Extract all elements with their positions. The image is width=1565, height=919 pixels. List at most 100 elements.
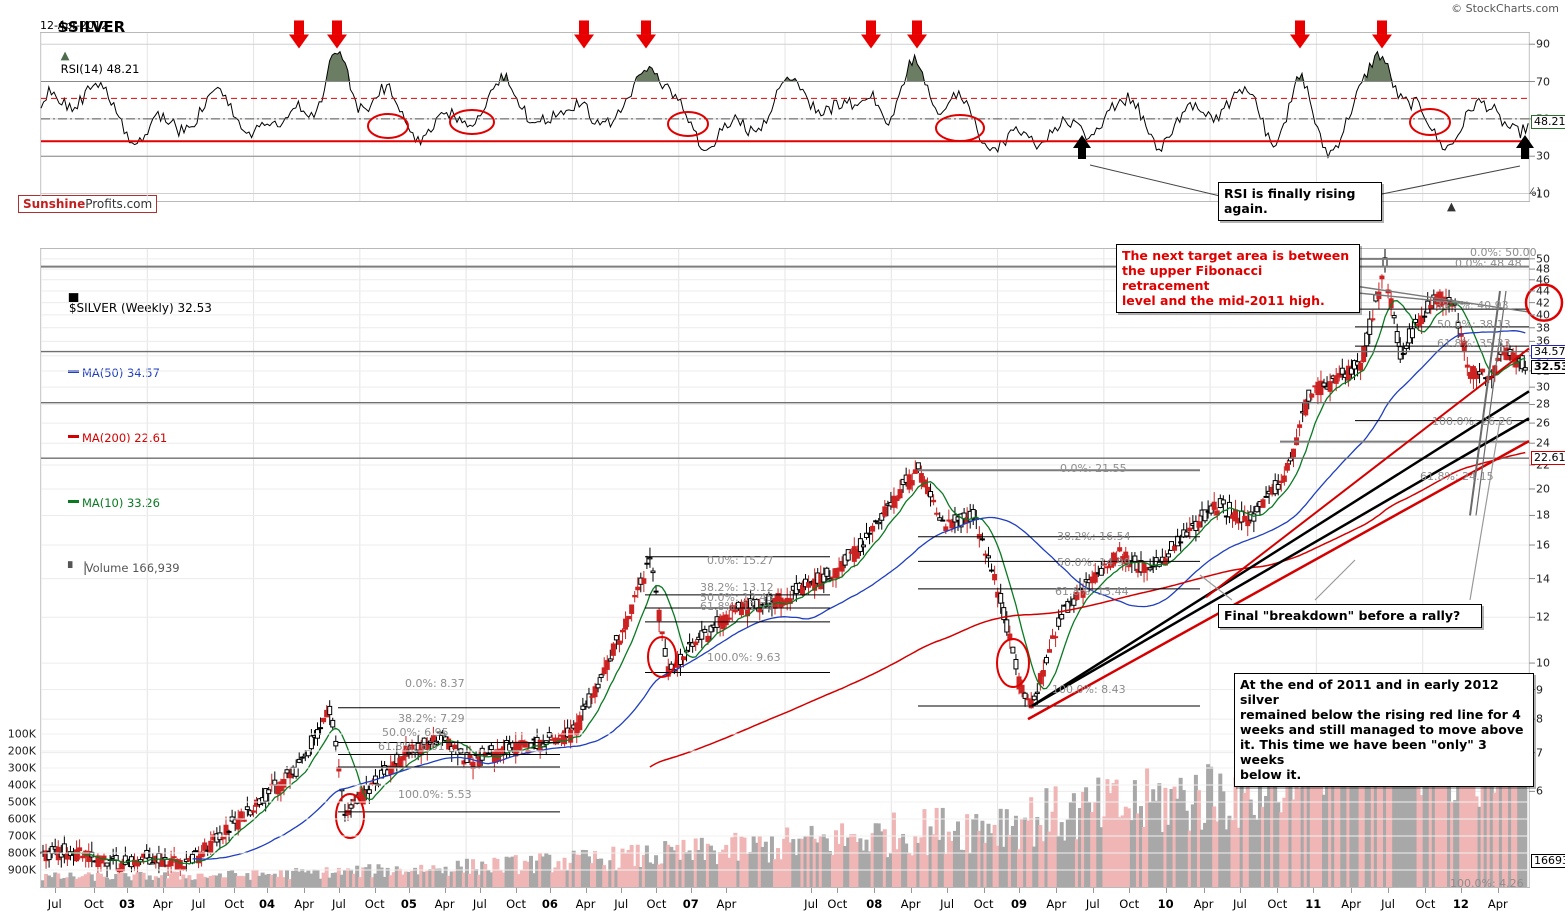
- fib-level-label: 61.8%: 24.15: [1420, 470, 1494, 483]
- x-axis-year-label: 07: [682, 897, 699, 911]
- rsi-y-tick: 30: [1536, 149, 1550, 163]
- x-axis-year-label: 04: [259, 897, 276, 911]
- x-axis-tick: [127, 888, 129, 893]
- annotation-line: below it.: [1240, 767, 1302, 782]
- x-axis-tick: [1165, 888, 1167, 893]
- fib-level-label: 0.0%: 21.55: [1060, 462, 1127, 475]
- price-y-tick: 24: [1536, 436, 1550, 450]
- ma50-value-tag: 34.57: [1531, 344, 1565, 359]
- volume-bars-icon: ▘▕: [67, 561, 86, 575]
- price-y-tick: 10: [1536, 656, 1550, 670]
- fib-level-label: 61.8%: 6.61: [378, 740, 445, 753]
- x-axis-year-label: 12: [1452, 897, 1469, 911]
- chart-date: 12-Apr-2012: [40, 19, 109, 32]
- price-panel: [40, 248, 1530, 888]
- x-axis-tick: [1313, 888, 1315, 893]
- x-axis-month-label: Jul: [191, 897, 206, 911]
- x-axis-month-label: Jul: [1232, 897, 1247, 911]
- fib-level-label: 38.2%: 13.12: [700, 581, 774, 594]
- volume-value-tag: 16693: [1531, 854, 1565, 868]
- x-axis-tick: [621, 888, 623, 893]
- x-axis-tick: [338, 888, 340, 893]
- ma10-swatch: [67, 500, 79, 503]
- volume-y-tick: 700K: [7, 829, 36, 843]
- volume-y-tick: 500K: [7, 795, 36, 809]
- x-axis-month-label: Apr: [1193, 897, 1214, 911]
- volume-y-tick: 900K: [7, 863, 36, 877]
- fib-level-label: 50.0%: 38.13: [1437, 318, 1511, 331]
- x-axis-year-label: 10: [1157, 897, 1174, 911]
- annotation-line: The next target area is between: [1122, 248, 1350, 263]
- fib-level-label: 0.0%: 15.27: [707, 554, 774, 567]
- price-y-tick: 8: [1536, 712, 1543, 726]
- price-y-tick: 42: [1536, 296, 1550, 310]
- x-axis-month-label: Apr: [152, 897, 173, 911]
- x-axis-month-label: Oct: [224, 897, 245, 911]
- x-axis-month-label: Jul: [47, 897, 62, 911]
- annotation-line: At the end of 2011 and in early 2012 sil…: [1240, 677, 1499, 707]
- annotation-target-note: The next target area is between the upper…: [1116, 244, 1360, 313]
- fib-level-label: 61.8%: 11.78: [700, 600, 774, 613]
- x-axis-tick: [947, 888, 949, 893]
- price-y-tick: 48: [1536, 262, 1550, 276]
- rsi-y-tick: 70: [1536, 75, 1550, 89]
- x-axis-tick: [408, 888, 410, 893]
- volume-y-tick: 300K: [7, 761, 36, 775]
- candles-icon: ▅: [68, 288, 79, 302]
- x-axis-year-label: 11: [1305, 897, 1322, 911]
- x-axis-tick: [1277, 888, 1279, 893]
- fib-level-label: 50.0%: 12.45: [700, 591, 774, 604]
- x-axis-tick: [1351, 888, 1353, 893]
- fib-level-label: 38.2%: 7.29: [398, 712, 465, 725]
- fib-level-label: 50.0%: 6.95: [382, 726, 449, 739]
- price-y-tick: 14: [1536, 572, 1550, 586]
- x-axis-tick: [1092, 888, 1094, 893]
- x-axis-month-label: Oct: [1119, 897, 1140, 911]
- fib-level-label: 100.0%: 8.43: [1052, 683, 1126, 696]
- x-axis-month-label: Apr: [434, 897, 455, 911]
- price-y-tick: 12: [1536, 610, 1550, 624]
- price-y-tick: 16: [1536, 538, 1550, 552]
- x-axis-year-label: 06: [541, 897, 558, 911]
- fib-level-label: 50.0%: 14.99: [1057, 556, 1131, 569]
- chg-direction-icon: ▲: [1446, 199, 1456, 213]
- x-axis-month-label: Oct: [646, 897, 667, 911]
- volume-y-tick: 800K: [7, 846, 36, 860]
- x-axis-month-label: Jul: [614, 897, 629, 911]
- price-legend: ▅ $SILVER (Weekly) 32.53 MA(50) 34.57 MA…: [46, 250, 212, 614]
- x-axis-tick: [1460, 888, 1462, 893]
- legend-volume: ▘▕Volume 166,939: [46, 549, 212, 588]
- price-y-tick: 38: [1536, 321, 1550, 335]
- x-axis-tick: [479, 888, 481, 893]
- x-axis-month-label: Oct: [506, 897, 526, 911]
- price-y-tick: 40: [1536, 308, 1550, 322]
- x-axis-tick: [1056, 888, 1058, 893]
- legend-ma10: MA(10) 33.26: [46, 484, 212, 523]
- x-axis-month-label: Apr: [294, 897, 315, 911]
- fib-level-label: 100.0%: 4.26: [1450, 877, 1524, 890]
- price-legend-title: $SILVER (Weekly) 32.53: [68, 301, 212, 315]
- x-axis-month-label: Apr: [1487, 897, 1508, 911]
- sunshine-profits-watermark: SunshineProfits.com: [18, 195, 158, 213]
- fib-level-label: 0.0%: 8.37: [405, 677, 465, 690]
- x-axis-month-label: Apr: [1341, 897, 1362, 911]
- legend-ma50: MA(50) 34.57: [46, 354, 212, 393]
- rsi-legend: ▲ RSI(14) 48.21: [46, 34, 140, 90]
- x-axis-tick: [198, 888, 200, 893]
- annotation-line: remained below the rising red line for 4: [1240, 707, 1521, 722]
- watermark-domain: Profits.com: [85, 197, 153, 211]
- volume-y-tick: 400K: [7, 778, 36, 792]
- price-y-tick: 28: [1536, 397, 1550, 411]
- x-axis-tick: [1129, 888, 1131, 893]
- fib-level-label: 38.2%: 40.93: [1435, 299, 1509, 312]
- x-axis-tick: [374, 888, 376, 893]
- x-axis-tick: [811, 888, 813, 893]
- x-axis-year-label: 09: [1010, 897, 1027, 911]
- x-axis-month-label: Oct: [973, 897, 994, 911]
- rsi-icon: ▲: [60, 48, 70, 62]
- x-axis-month-label: Jul: [331, 897, 346, 911]
- x-axis-month-label: Apr: [575, 897, 596, 911]
- volume-y-tick: 200K: [7, 744, 36, 758]
- volume-y-tick: 600K: [7, 812, 36, 826]
